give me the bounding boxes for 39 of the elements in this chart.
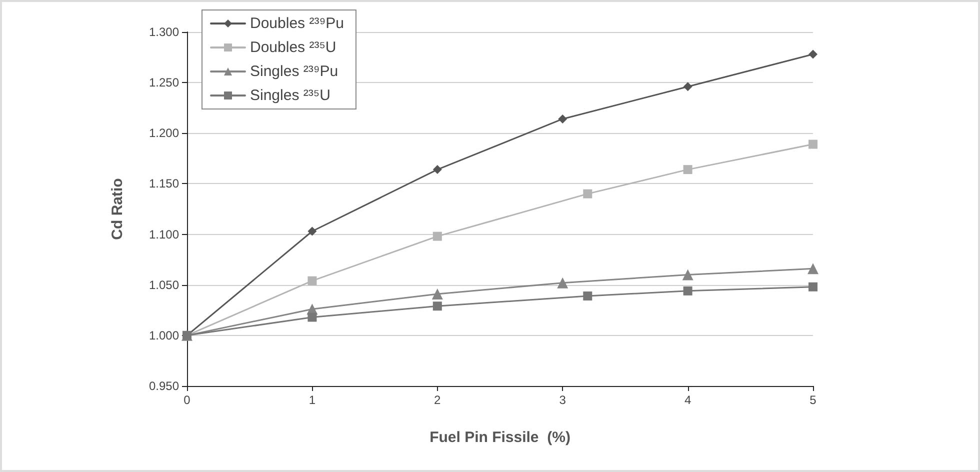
point	[308, 276, 317, 286]
y-tick-label: 1.100	[148, 227, 180, 242]
y-tick-label: 1.250	[148, 76, 180, 90]
point	[808, 140, 818, 149]
point	[558, 114, 568, 124]
point	[683, 286, 692, 296]
point	[808, 282, 818, 292]
point	[682, 269, 694, 280]
y-tick-label: 1.000	[148, 328, 180, 342]
point	[683, 82, 692, 92]
x-tick-label: 5	[810, 393, 817, 407]
y-axis-title: Cd Ratio	[109, 178, 126, 240]
point	[583, 291, 592, 300]
x-tick-label: 1	[308, 393, 316, 407]
y-tick-label: 0.950	[148, 379, 180, 393]
y-tick-label: 1.050	[148, 278, 180, 292]
x-tick-label: 3	[559, 393, 566, 407]
point	[432, 288, 443, 300]
point	[308, 226, 317, 236]
x-tick-label: 0	[184, 393, 191, 407]
legend-label: Singles ²³⁵U	[250, 87, 330, 104]
point	[557, 277, 568, 288]
legend-label: Doubles ²³⁵U	[250, 39, 336, 56]
y-tick-label: 1.300	[148, 25, 180, 39]
point	[432, 232, 442, 241]
point	[583, 189, 592, 198]
point	[808, 263, 818, 274]
point	[808, 50, 818, 59]
x-axis-title: Fuel Pin Fissile (%)	[430, 429, 570, 446]
legend-label: Doubles ²³⁹Pu	[250, 15, 344, 32]
point	[683, 165, 692, 174]
point	[432, 165, 442, 174]
x-tick-label: 2	[434, 393, 442, 407]
y-tick-label: 1.200	[148, 126, 180, 140]
x-tick-label: 4	[684, 393, 692, 407]
y-tick-label: 1.150	[148, 176, 180, 191]
point	[308, 312, 317, 322]
legend-label: Singles ²³⁹Pu	[250, 63, 338, 80]
point	[432, 302, 442, 311]
